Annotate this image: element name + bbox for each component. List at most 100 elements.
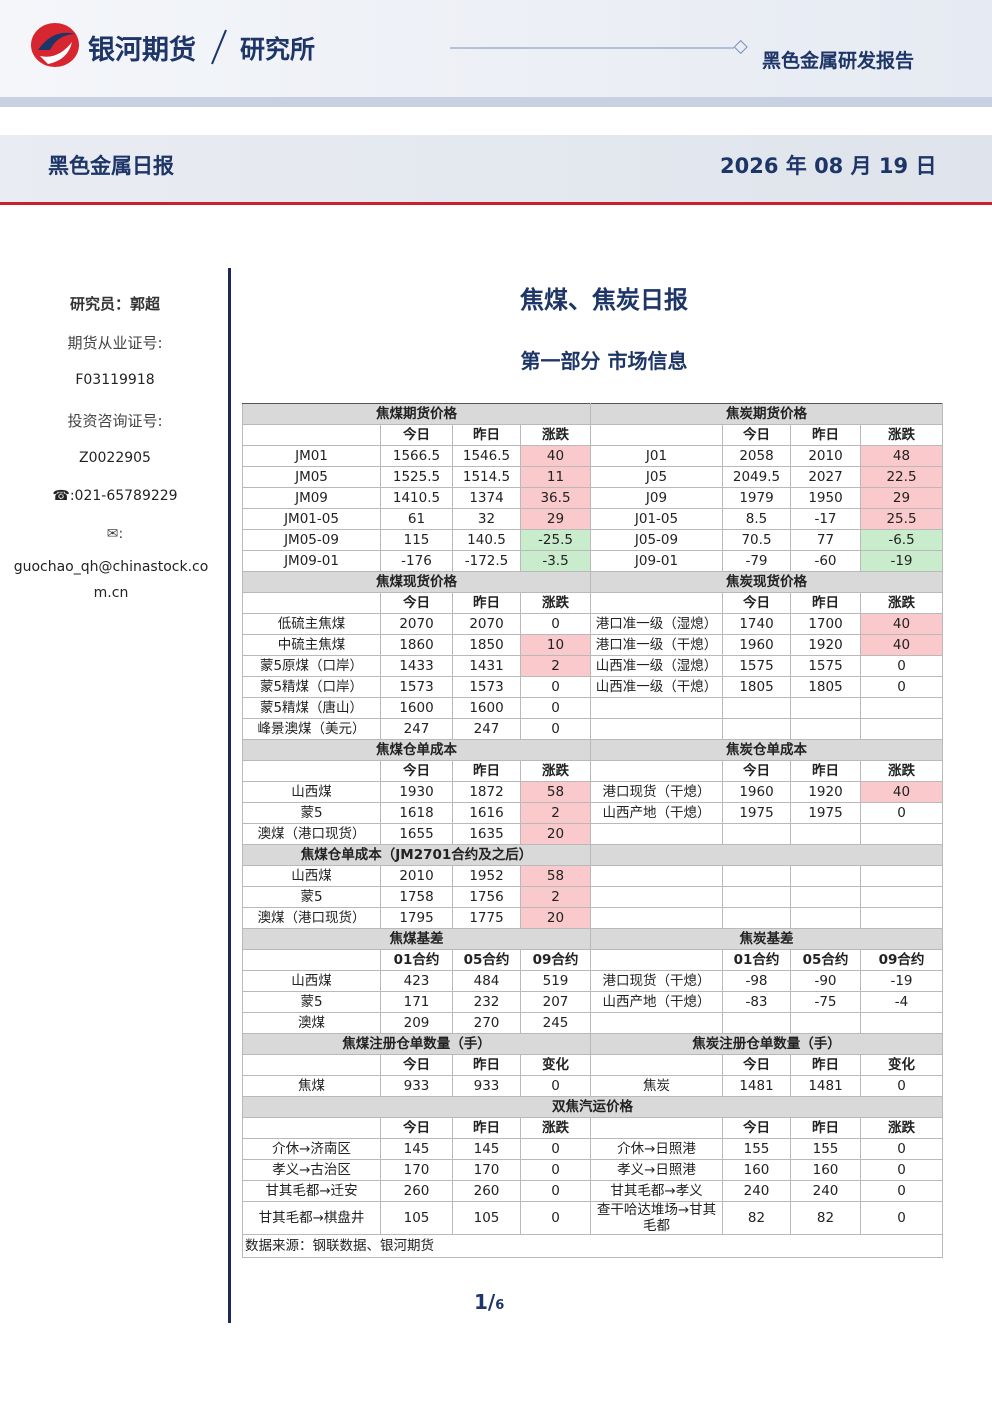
table-row: 数据来源：钢联数据、银河期货: [242, 1234, 943, 1258]
table-cell: 0: [860, 1075, 943, 1097]
table-cell: [790, 907, 861, 929]
table-cell: -75: [790, 991, 861, 1013]
table-row: 焦煤仓单成本 焦炭仓单成本: [242, 739, 943, 761]
slash: [211, 29, 227, 65]
table-cell: 25.5: [860, 508, 943, 530]
source-note: 数据来源：钢联数据、银河期货: [242, 1234, 943, 1258]
table-row: 澳煤（港口现货） 1795 1775 20: [242, 907, 943, 929]
table-cell: -25.5: [520, 529, 591, 551]
table-row: JM09 1410.5 1374 36.5 J09 1979 1950 29: [242, 487, 943, 509]
table-cell: 介休→日照港: [590, 1138, 723, 1160]
table-cell: 澳煤（港口现货）: [242, 907, 381, 929]
table-cell: 61: [380, 508, 453, 530]
table-row: 蒙5 1758 1756 2: [242, 886, 943, 908]
table-cell: 1635: [452, 823, 521, 845]
column-header: 变化: [860, 1054, 943, 1076]
table-cell: 48: [860, 445, 943, 467]
section-title: 焦煤注册仓单数量（手）: [242, 1033, 591, 1055]
table-cell: 32: [452, 508, 521, 530]
table-cell: 甘其毛都→棋盘井: [242, 1201, 381, 1235]
table-cell: 160: [722, 1159, 791, 1181]
column-header: 05合约: [452, 949, 521, 971]
column-header: 昨日: [452, 592, 521, 614]
column-header: [242, 949, 381, 971]
table-cell: 247: [452, 718, 521, 740]
table-cell: -176: [380, 550, 453, 572]
column-header: 今日: [380, 760, 453, 782]
table-cell: 40: [860, 781, 943, 803]
column-header: 昨日: [790, 424, 861, 446]
table-cell: 1566.5: [380, 445, 453, 467]
table-cell: 1805: [722, 676, 791, 698]
column-header: 昨日: [452, 424, 521, 446]
table-row: 今日 昨日 变化 今日 昨日 变化: [242, 1054, 943, 1076]
column-header: 涨跌: [860, 1117, 943, 1139]
table-cell: 0: [520, 718, 591, 740]
table-cell: [590, 1012, 723, 1034]
table-cell: JM05: [242, 466, 381, 488]
table-cell: 山西产地（干熄）: [590, 991, 723, 1013]
column-header: 今日: [722, 424, 791, 446]
table-cell: 58: [520, 781, 591, 803]
table-row: JM05-09 115 140.5 -25.5 J05-09 70.5 77 -6.5: [242, 529, 943, 551]
table-cell: 0: [520, 676, 591, 698]
table-row: 澳煤 209 270 245: [242, 1012, 943, 1034]
table-cell: J05-09: [590, 529, 723, 551]
table-cell: 1920: [790, 634, 861, 656]
table-cell: 1860: [380, 634, 453, 656]
table-cell: 0: [860, 676, 943, 698]
section-title: 焦煤仓单成本: [242, 739, 591, 761]
table-cell: -90: [790, 970, 861, 992]
table-cell: [722, 865, 791, 887]
table-cell: 260: [452, 1180, 521, 1202]
table-cell: 蒙5精煤（口岸）: [242, 676, 381, 698]
table-cell: [722, 718, 791, 740]
top-line: [0, 97, 992, 107]
phone: ☎:021-65789229: [52, 488, 178, 504]
table-cell: [590, 886, 723, 908]
table-cell: 232: [452, 991, 521, 1013]
table-cell: [590, 823, 723, 845]
table-cell: 247: [380, 718, 453, 740]
table-cell: 山西准一级（湿熄）: [590, 655, 723, 677]
table-cell: 82: [722, 1201, 791, 1235]
table-row: 蒙5精煤（唐山） 1600 1600 0: [242, 697, 943, 719]
department: 研究所: [240, 35, 316, 64]
table-row: 今日 昨日 涨跌 今日 昨日 涨跌: [242, 592, 943, 614]
table-row: 中硫主焦煤 1860 1850 10 港口准一级（干熄） 1960 1920 40: [242, 634, 943, 656]
table-row: 今日 昨日 涨跌 今日 昨日 涨跌: [242, 1117, 943, 1139]
table-cell: 1374: [452, 487, 521, 509]
table-cell: 519: [520, 970, 591, 992]
column-header: [590, 760, 723, 782]
column-header: 今日: [380, 1117, 453, 1139]
table-cell: 0: [520, 613, 591, 635]
table-cell: [590, 697, 723, 719]
table-cell: [590, 718, 723, 740]
column-header: 今日: [380, 592, 453, 614]
table-cell: 209: [380, 1012, 453, 1034]
table-cell: 240: [790, 1180, 861, 1202]
column-header: [590, 949, 723, 971]
consult: Z0022905: [79, 450, 151, 466]
section-title: 焦炭仓单成本: [590, 739, 943, 761]
table-cell: 0: [860, 1138, 943, 1160]
column-header: 今日: [722, 592, 791, 614]
table-cell: 1481: [790, 1075, 861, 1097]
email-label: ✉:: [106, 526, 124, 542]
table-row: 甘其毛都→棋盘井 105 105 0 查干哈达堆场→甘其毛都 82 82 0: [242, 1201, 943, 1235]
table-cell: 峰景澳煤（美元）: [242, 718, 381, 740]
table-cell: 港口现货（干熄）: [590, 970, 723, 992]
table-cell: 2: [520, 886, 591, 908]
table-cell: 澳煤: [242, 1012, 381, 1034]
table-cell: 2: [520, 802, 591, 824]
table-cell: 2049.5: [722, 466, 791, 488]
banner: [0, 135, 992, 205]
column-header: 05合约: [790, 949, 861, 971]
license: F03119918: [75, 372, 155, 388]
table-cell: 0: [520, 1075, 591, 1097]
column-header: 昨日: [452, 760, 521, 782]
table-cell: 155: [790, 1138, 861, 1160]
table-cell: 港口准一级（干熄）: [590, 634, 723, 656]
table-cell: 1920: [790, 781, 861, 803]
table-cell: 港口现货（干熄）: [590, 781, 723, 803]
